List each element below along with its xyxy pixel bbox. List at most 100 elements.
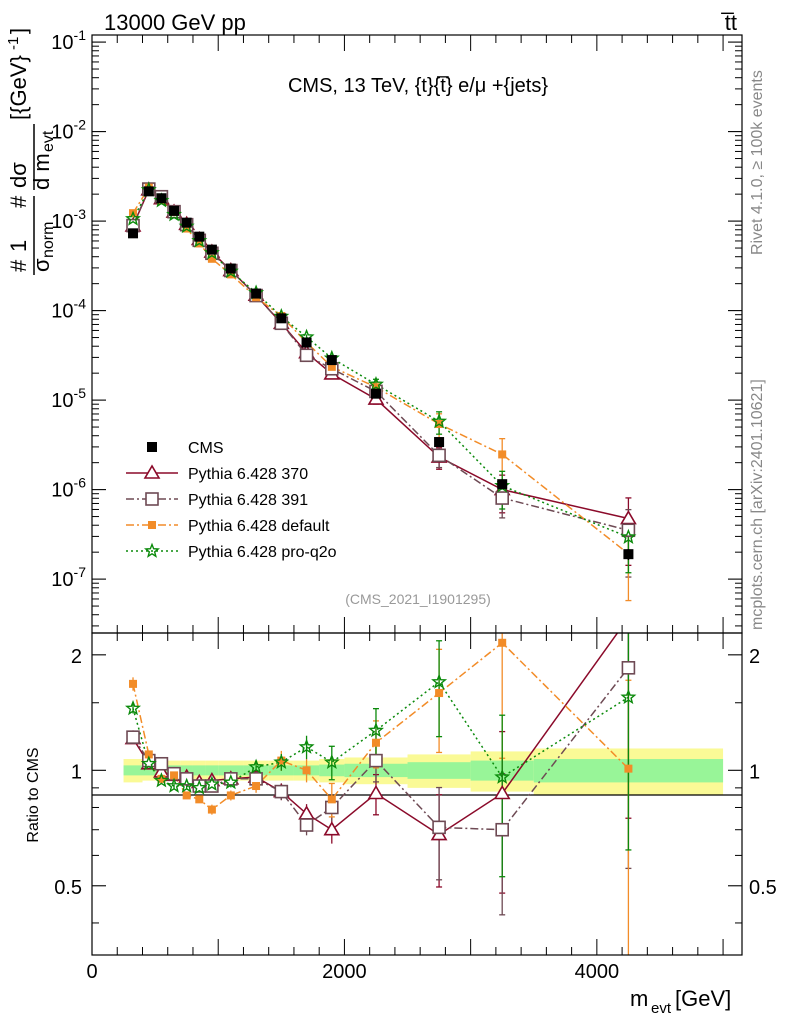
data-point bbox=[370, 388, 381, 399]
legend-label: Pythia 6.428 391 bbox=[188, 492, 308, 509]
data-point bbox=[169, 205, 180, 216]
ratio-y-tick-label: 0.5 bbox=[54, 877, 82, 899]
data-point bbox=[225, 263, 236, 274]
x-tick-label: 0 bbox=[86, 961, 97, 983]
ratio-series-line-2 bbox=[132, 641, 629, 811]
data-point bbox=[194, 231, 205, 242]
main-panel: 10-7 10-6 10-5 10-4 10-3 10-2 10-1 CMS, 13 TeV… bbox=[51, 27, 743, 634]
data-point bbox=[434, 437, 445, 448]
main-y-tick-label: 10-1 bbox=[51, 27, 86, 54]
x-title-m: m bbox=[630, 986, 648, 1011]
ratio-marker-layer bbox=[124, 638, 637, 841]
ratio-marker-3 bbox=[298, 738, 315, 754]
x-tick-label: 4000 bbox=[575, 961, 620, 983]
main-marker-1 bbox=[432, 448, 446, 463]
ratio-series-line-3 bbox=[132, 680, 629, 789]
ratio-marker-1 bbox=[432, 820, 446, 835]
main-y-tick-label: 10-6 bbox=[51, 475, 86, 502]
ratio-marker-1 bbox=[495, 822, 509, 837]
ratio-marker-3 bbox=[178, 777, 195, 793]
y-title-unit-close: ] bbox=[6, 28, 31, 34]
main-marker-2 bbox=[207, 254, 216, 263]
legend-label: Pythia 6.428 default bbox=[188, 518, 330, 535]
main-axis-ticks: 10-7 10-6 10-5 10-4 10-3 10-2 10-1 bbox=[51, 27, 742, 627]
main-marker-1 bbox=[299, 348, 314, 363]
analysis-id-label: (CMS_2021_I1901295) bbox=[345, 591, 491, 607]
main-marker-3 bbox=[367, 375, 384, 392]
ratio-marker-2 bbox=[207, 805, 216, 814]
ratio-marker-1 bbox=[274, 784, 289, 799]
ratio-marker-0 bbox=[493, 784, 511, 800]
ratio-marker-2 bbox=[327, 795, 336, 804]
legend-marker bbox=[143, 464, 161, 479]
data-point bbox=[623, 549, 634, 560]
y-title-evt-subscript: evt bbox=[40, 130, 57, 152]
data-point bbox=[276, 313, 287, 324]
ratio-marker-3 bbox=[125, 699, 142, 716]
ratio-marker-3 bbox=[203, 775, 220, 792]
legend-marker bbox=[143, 542, 161, 558]
x-axis: 0 2000 4000 bbox=[86, 35, 724, 983]
ratio-marker-3 bbox=[140, 755, 157, 771]
ratio-marker-2 bbox=[144, 750, 153, 759]
data-point bbox=[497, 479, 508, 490]
ratio-y-tick-label: 2 bbox=[71, 646, 82, 668]
y-title-dsigma: dσ bbox=[6, 162, 31, 188]
data-point bbox=[206, 244, 217, 255]
ratio-marker-3 bbox=[494, 768, 511, 784]
main-marker-3 bbox=[125, 210, 142, 226]
main-y-tick-label: 10-3 bbox=[51, 206, 86, 233]
ratio-y-tick-label: 1 bbox=[71, 761, 82, 783]
ratio-marker-2 bbox=[498, 638, 507, 647]
x-axis-title: m evt [GeV] bbox=[630, 986, 731, 1017]
ratio-marker-2 bbox=[252, 782, 261, 791]
main-marker-2 bbox=[498, 450, 507, 459]
main-y-axis-title: # 1 σ norm # dσ d m evt [{GeV} -1 ] bbox=[5, 28, 57, 275]
ratio-marker-0 bbox=[323, 821, 341, 836]
legend-label: Pythia 6.428 pro-q2o bbox=[188, 544, 337, 561]
legend: CMS Pythia 6.428 370 Pythia 6.428 391 Pythi… bbox=[126, 440, 337, 561]
ratio-marker-2 bbox=[157, 774, 166, 783]
y-title-hash-1: # bbox=[6, 259, 31, 272]
ratio-stat-band bbox=[407, 762, 471, 779]
ratio-stat-band bbox=[123, 765, 143, 776]
ratio-marker-3 bbox=[222, 773, 239, 790]
legend-label: Pythia 6.428 370 bbox=[188, 466, 308, 483]
data-point bbox=[251, 288, 262, 299]
ratio-frame bbox=[91, 632, 743, 956]
ratio-stat-band bbox=[192, 765, 206, 776]
main-marker-3 bbox=[620, 528, 637, 544]
ratio-panel: 0.5 0.5 1 1 2 2 Ratio to CMS bbox=[25, 632, 777, 956]
y-title-one: 1 bbox=[6, 240, 31, 252]
ratio-marker-3 bbox=[367, 722, 384, 738]
y-title-sigma: σ bbox=[29, 258, 54, 272]
main-series-line-3 bbox=[132, 188, 629, 538]
mcplots-source-label: mcplots.cern.ch [arXiv:2401.10621] bbox=[749, 379, 766, 630]
ratio-marker-2 bbox=[277, 756, 286, 765]
ratio-marker-1 bbox=[126, 730, 140, 744]
ratio-marker-2 bbox=[170, 771, 179, 780]
ratio-marker-2 bbox=[435, 689, 444, 698]
ratio-marker-3 bbox=[323, 753, 340, 769]
y-title-unit-exponent: -1 bbox=[5, 37, 22, 50]
data-point bbox=[301, 337, 312, 348]
main-y-tick-label: 10-2 bbox=[51, 117, 86, 144]
main-y-tick-label: 10-7 bbox=[51, 564, 86, 591]
ratio-marker-2 bbox=[195, 795, 204, 804]
y-title-norm-subscript: norm bbox=[40, 222, 57, 258]
ratio-marker-3 bbox=[273, 753, 290, 769]
data-point bbox=[181, 217, 192, 228]
main-marker-2 bbox=[327, 362, 336, 371]
legend-marker bbox=[148, 521, 156, 529]
x-tick-label: 2000 bbox=[322, 961, 367, 983]
ratio-marker-2 bbox=[371, 738, 380, 747]
data-point bbox=[326, 355, 337, 366]
ratio-y-tick-label-right: 2 bbox=[749, 646, 760, 668]
ratio-y-tick-label-right: 1 bbox=[749, 761, 760, 783]
ratio-y-axis-title: Ratio to CMS bbox=[25, 747, 42, 842]
ratio-marker-3 bbox=[153, 772, 170, 788]
x-title-unit: [GeV] bbox=[675, 986, 731, 1011]
main-y-tick-label: 10-5 bbox=[51, 385, 86, 412]
